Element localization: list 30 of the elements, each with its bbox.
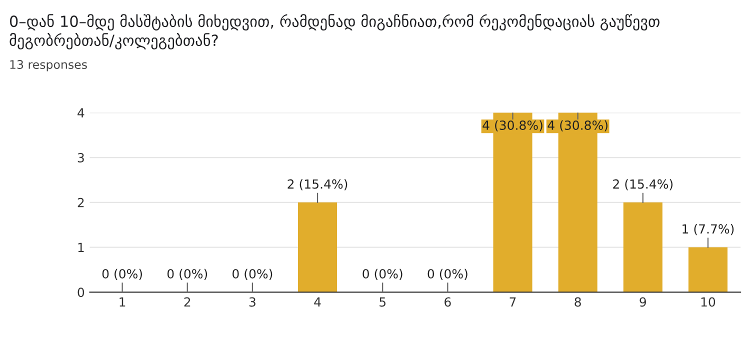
y-tick-label: 0 — [78, 288, 84, 298]
x-tick-label: 2 — [184, 297, 190, 307]
data-label: 0 (0%) — [102, 268, 142, 280]
y-tick-label: 1 — [78, 242, 84, 252]
data-label: 0 (0%) — [167, 268, 208, 280]
x-tick-label: 1 — [120, 297, 126, 307]
data-label: 4 (30.8%) — [482, 120, 542, 132]
x-tick-label: 4 — [314, 297, 321, 307]
x-tick-label: 5 — [380, 297, 386, 307]
bar — [623, 202, 662, 292]
data-label: 0 (0%) — [428, 268, 468, 280]
x-tick-label: 9 — [640, 297, 646, 307]
x-tick-label: 10 — [701, 297, 716, 307]
x-tick-label: 8 — [574, 297, 581, 307]
chart-subtitle: 13 responses — [10, 60, 87, 72]
y-tick-label: 2 — [78, 198, 84, 208]
chart-title: 0–დან 10–მდე მასშტაბის მიხედვით, რამდენად მიგაჩნიათ,რომ რეკომენდაციას გაუწევთ მეგობრებთან/კოლეგებთან? — [10, 14, 660, 50]
bar — [298, 202, 338, 292]
x-tick-label: 3 — [249, 297, 256, 307]
data-label: 2 (15.4%) — [613, 179, 673, 190]
data-label: 0 (0%) — [232, 268, 272, 280]
data-label: 4 (30.8%) — [548, 120, 608, 132]
x-tick-label: 6 — [444, 297, 451, 307]
y-tick-label: 4 — [78, 108, 84, 118]
data-label: 0 (0%) — [362, 268, 402, 280]
data-label: 2 (15.4%) — [288, 179, 348, 190]
y-tick-label: 3 — [78, 152, 84, 162]
x-tick-label: 7 — [510, 297, 516, 307]
data-label: 1 (7.7%) — [682, 224, 734, 236]
bar — [688, 247, 728, 292]
